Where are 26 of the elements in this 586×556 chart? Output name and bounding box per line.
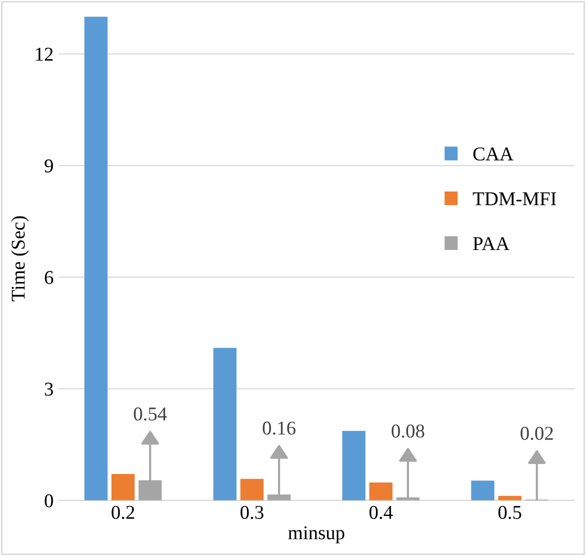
data-label: 0.08	[392, 424, 424, 438]
y-tick-label: 3	[44, 382, 53, 396]
data-label: 0.16	[262, 422, 296, 435]
bar	[111, 474, 135, 500]
legend-label: PAA	[473, 237, 510, 250]
legend-label: CAA	[473, 147, 514, 161]
legend-label: TDM-MFI	[472, 192, 556, 206]
bar	[342, 430, 366, 500]
bar	[240, 478, 264, 500]
x-tick-label: 0.4	[369, 506, 393, 520]
y-tick-label: 6	[44, 271, 54, 284]
x-tick-label: 0.5	[498, 506, 522, 520]
y-axis-title: Time (Sec)	[11, 216, 29, 302]
x-tick-label: 0.2	[112, 506, 134, 520]
x-tick-label: 0.3	[240, 506, 264, 520]
data-label: 0.02	[520, 426, 553, 440]
bar	[213, 348, 237, 500]
bar	[369, 482, 393, 500]
bar	[471, 480, 494, 500]
data-label: 0.54	[134, 407, 167, 421]
y-tick-label: 12	[36, 48, 53, 61]
x-axis-title: minsup	[288, 526, 344, 544]
y-tick-label: 0	[44, 494, 53, 508]
bar	[498, 496, 522, 500]
bar	[84, 16, 108, 500]
y-tick-label: 9	[44, 159, 53, 172]
